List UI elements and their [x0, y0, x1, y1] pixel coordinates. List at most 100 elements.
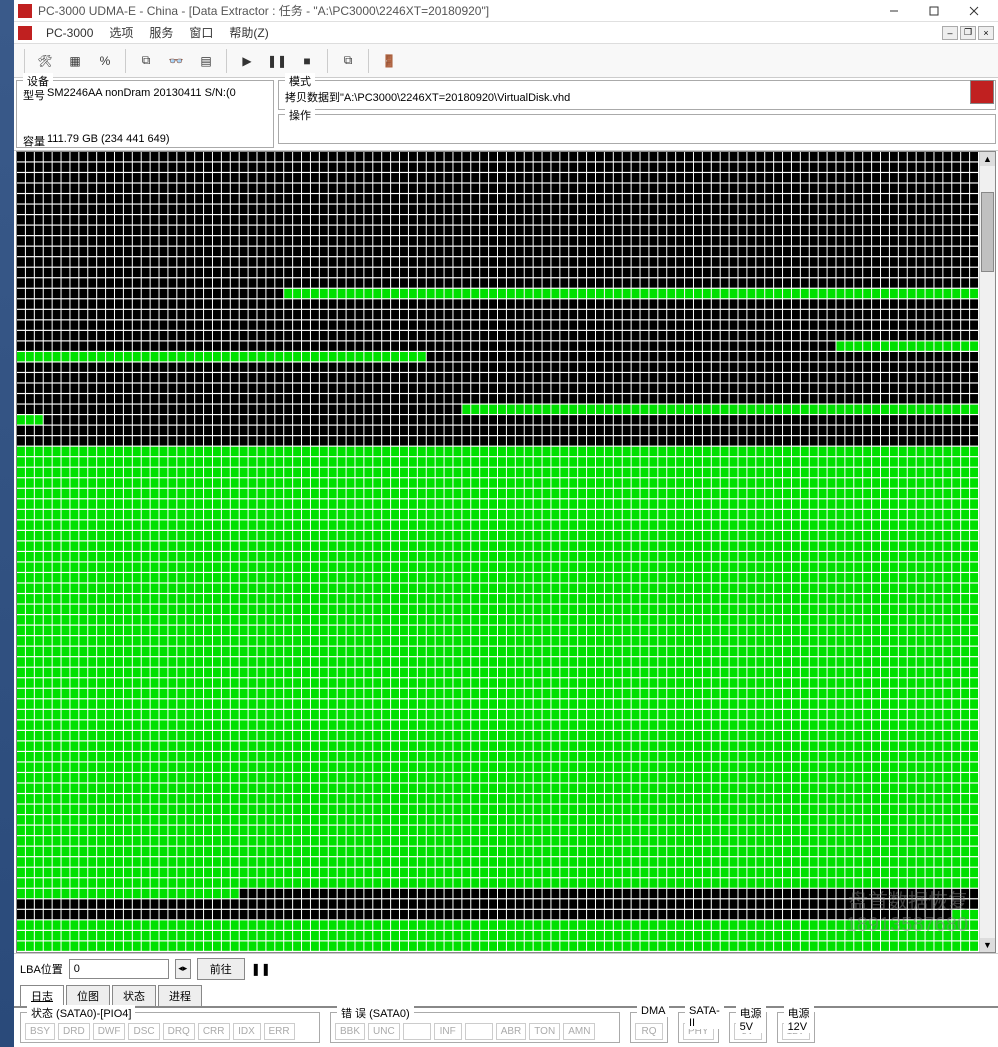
play-icon: ▶: [242, 54, 251, 68]
stop-button[interactable]: ■: [293, 48, 321, 74]
wrench-icon: 🛠: [37, 54, 52, 68]
menu-window[interactable]: 窗口: [181, 24, 221, 41]
error-group-title: 错 误 (SATA0): [337, 1005, 414, 1021]
list-button[interactable]: ▤: [192, 48, 220, 74]
tab-bitmap[interactable]: 位图: [66, 985, 110, 1006]
stop-icon: ■: [303, 54, 310, 68]
pwr5-group: 电源 5V 5V: [729, 1012, 767, 1043]
ind-unc: UNC: [368, 1023, 400, 1040]
ind-err: ERR: [264, 1023, 295, 1040]
mode-value: 拷贝数据到"A:\PC3000\2246XT=20180920\VirtualD…: [285, 89, 989, 105]
exit-button[interactable]: 🚪: [375, 48, 403, 74]
lba-label: LBA位置: [20, 961, 63, 977]
sector-scrollbar[interactable]: ▲ ▼: [979, 152, 995, 952]
info-panel: 设备 型号 SM2246AA nonDram 20130411 S/N:(0 容…: [14, 78, 998, 151]
dma-group: DMA RQ: [630, 1012, 668, 1043]
scroll-down-arrow[interactable]: ▼: [980, 938, 995, 952]
menubar: PC-3000 选项 服务 窗口 帮助(Z) – ❐ ×: [14, 22, 998, 44]
badge1-button[interactable]: ▦: [61, 48, 89, 74]
ind-drq: DRQ: [163, 1023, 195, 1040]
status-bar: 状态 (SATA0)-[PIO4] BSY DRD DWF DSC DRQ CR…: [14, 1007, 998, 1047]
task-pause-indicator: ❚❚: [251, 959, 271, 979]
ind-abr: ABR: [496, 1023, 527, 1040]
copy-button[interactable]: ⧉: [334, 48, 362, 74]
mdi-restore[interactable]: ❐: [960, 26, 976, 40]
sata2-group-title: SATA-II: [685, 1005, 724, 1029]
window-title: PC-3000 UDMA-E - China - [Data Extractor…: [38, 2, 874, 19]
caliper-icon: ⧉: [142, 53, 151, 68]
capacity-value: 111.79 GB (234 441 649): [47, 133, 170, 145]
close-icon: [969, 6, 979, 16]
operation-box: 操作: [278, 114, 996, 144]
mdi-minimize[interactable]: –: [942, 26, 958, 40]
operation-box-title: 操作: [285, 107, 315, 123]
ind-blank2: [465, 1023, 493, 1040]
menu-help[interactable]: 帮助(Z): [221, 24, 276, 41]
ind-amn: AMN: [563, 1023, 595, 1040]
scroll-thumb[interactable]: [981, 192, 994, 272]
close-button[interactable]: [954, 1, 994, 21]
maximize-button[interactable]: [914, 1, 954, 21]
ind-idx: IDX: [233, 1023, 261, 1040]
bottom-tabs: 日志 位图 状态 进程: [14, 983, 998, 1007]
model-value: SM2246AA nonDram 20130411 S/N:(0: [47, 87, 236, 99]
ind-drd: DRD: [58, 1023, 90, 1040]
drive-icon[interactable]: [970, 80, 994, 104]
minimize-button[interactable]: [874, 1, 914, 21]
pwr12-group-title: 电源 12V: [784, 1005, 814, 1033]
ind-blank1: [403, 1023, 431, 1040]
pause-icon: ❚❚: [251, 962, 271, 976]
menu-services[interactable]: 服务: [141, 24, 181, 41]
mode-box: 模式 拷贝数据到"A:\PC3000\2246XT=20180920\Virtu…: [278, 80, 996, 110]
tab-process[interactable]: 进程: [158, 985, 202, 1006]
sector-map-area: ▲ ▼: [16, 151, 996, 953]
lba-input[interactable]: [69, 959, 169, 979]
app-window: PC-3000 UDMA-E - China - [Data Extractor…: [14, 0, 998, 1047]
badge-icon: ▦: [69, 54, 80, 68]
list-icon: ▤: [200, 54, 211, 68]
menu-options[interactable]: 选项: [101, 24, 141, 41]
menu-app[interactable]: PC-3000: [38, 26, 101, 40]
pause-button[interactable]: ❚❚: [263, 48, 291, 74]
settings-button[interactable]: 🛠: [31, 48, 59, 74]
ind-dwf: DWF: [93, 1023, 126, 1040]
tab-log[interactable]: 日志: [20, 985, 64, 1006]
right-toolbar: [970, 80, 996, 108]
percent-icon: %: [100, 54, 111, 68]
lba-step[interactable]: ◂▸: [175, 959, 191, 979]
maximize-icon: [929, 6, 939, 16]
status-group-title: 状态 (SATA0)-[PIO4]: [27, 1005, 135, 1021]
play-button[interactable]: ▶: [233, 48, 261, 74]
ind-inf: INF: [434, 1023, 462, 1040]
tool1-button[interactable]: ⧉: [132, 48, 160, 74]
ind-bbk: BBK: [335, 1023, 365, 1040]
tab-status[interactable]: 状态: [112, 985, 156, 1006]
status-group: 状态 (SATA0)-[PIO4] BSY DRD DWF DSC DRQ CR…: [20, 1012, 320, 1043]
device-box: 设备 型号 SM2246AA nonDram 20130411 S/N:(0 容…: [16, 80, 274, 148]
badge2-button[interactable]: %: [91, 48, 119, 74]
sata2-group: SATA-II PHY: [678, 1012, 719, 1043]
ind-ton: TON: [529, 1023, 560, 1040]
pause-icon: ❚❚: [267, 54, 287, 68]
titlebar: PC-3000 UDMA-E - China - [Data Extractor…: [14, 0, 998, 22]
app-menu-icon[interactable]: [18, 26, 32, 40]
dma-group-title: DMA: [637, 1005, 669, 1017]
error-group: 错 误 (SATA0) BBK UNC INF ABR TON AMN: [330, 1012, 620, 1043]
model-label: 型号: [23, 87, 45, 103]
goto-button[interactable]: 前往: [197, 958, 245, 980]
lba-controls: LBA位置 ◂▸ 前往 ❚❚: [14, 953, 998, 983]
door-icon: 🚪: [382, 54, 397, 68]
pwr5-group-title: 电源 5V: [736, 1005, 766, 1033]
mdi-close[interactable]: ×: [978, 26, 994, 40]
ind-dsc: DSC: [128, 1023, 159, 1040]
app-icon: [18, 4, 32, 18]
copy-icon: ⧉: [344, 53, 353, 68]
desktop-edge: [0, 0, 14, 1047]
sector-map[interactable]: [17, 152, 979, 952]
ind-bsy: BSY: [25, 1023, 55, 1040]
pwr12-group: 电源 12V 12V: [777, 1012, 815, 1043]
scroll-up-arrow[interactable]: ▲: [980, 152, 995, 166]
ind-crr: CRR: [198, 1023, 230, 1040]
capacity-label: 容量: [23, 133, 45, 149]
search-button[interactable]: 👓: [162, 48, 190, 74]
